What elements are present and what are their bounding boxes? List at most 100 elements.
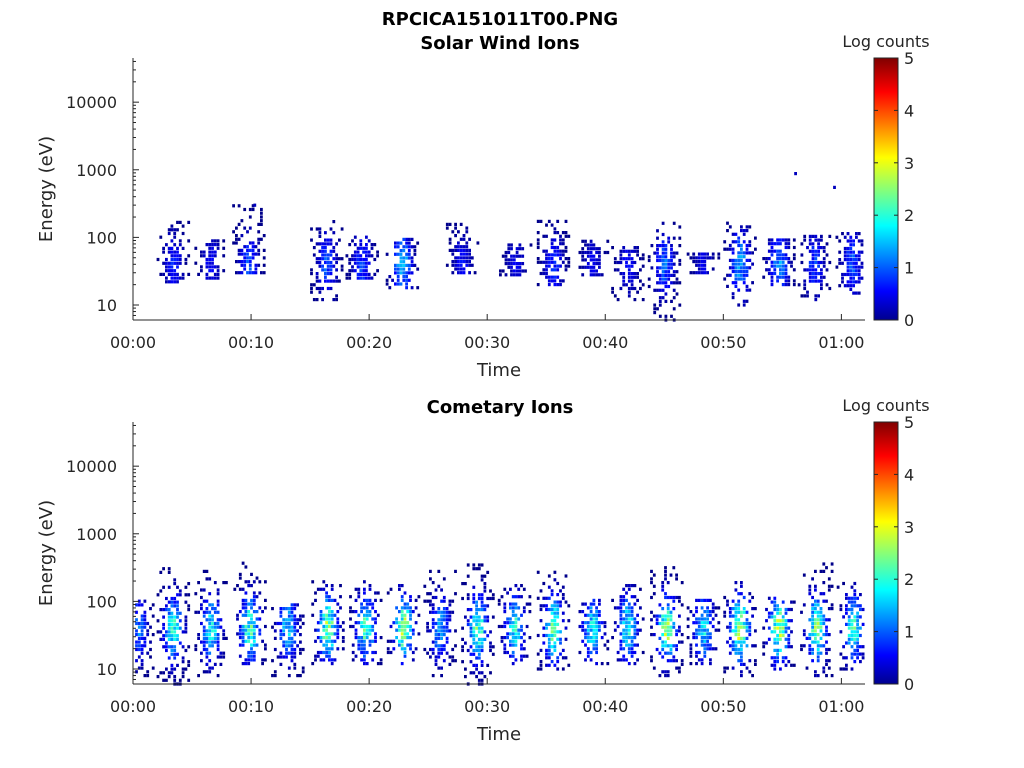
spectrogram-cell <box>319 650 323 655</box>
spectrogram-cell <box>784 275 788 279</box>
spectrogram-cell <box>170 228 174 232</box>
spectrogram-cell <box>586 624 590 629</box>
spectrogram-cell <box>675 595 678 600</box>
spectrogram-cell <box>205 243 209 247</box>
spectrogram-cell <box>222 651 226 655</box>
spectrogram-cell <box>559 234 562 238</box>
spectrogram-cell <box>312 253 316 257</box>
spectrogram-cell <box>445 625 449 629</box>
spectrogram-cell <box>816 674 820 678</box>
spectrogram-cell <box>734 232 738 236</box>
spectrogram-cell <box>726 625 729 629</box>
spectrogram-cell <box>208 659 212 663</box>
spectrogram-cell <box>371 624 375 629</box>
spectrogram-cell <box>431 618 435 622</box>
spectrogram-cell <box>664 255 668 259</box>
spectrogram-cell <box>365 617 369 621</box>
x-tick-label: 00:50 <box>700 333 746 352</box>
spectrogram-cell <box>376 269 379 273</box>
spectrogram-cell <box>664 577 667 581</box>
spectrogram-cell <box>250 628 253 632</box>
spectrogram-cell <box>595 617 598 621</box>
spectrogram-cell <box>622 249 626 253</box>
spectrogram-cell <box>731 640 735 644</box>
spectrogram-cell <box>706 628 709 632</box>
spectrogram-cell <box>667 273 671 277</box>
spectrogram-cell <box>167 671 171 675</box>
spectrogram-cell <box>706 643 709 647</box>
spectrogram-cell <box>477 648 481 653</box>
spectrogram-cell <box>751 607 754 611</box>
spectrogram-cell <box>409 613 412 617</box>
spectrogram-cell <box>561 260 565 264</box>
spectrogram-cell <box>846 246 850 251</box>
spectrogram-cell <box>522 654 526 658</box>
spectrogram-cell <box>255 624 259 629</box>
spectrogram-cell <box>773 660 777 664</box>
spectrogram-cell <box>413 249 417 253</box>
spectrogram-cell <box>559 264 562 268</box>
spectrogram-cell <box>745 621 749 626</box>
spectrogram-cell <box>156 257 160 262</box>
spectrogram-cell <box>656 258 659 263</box>
spectrogram-cell <box>833 185 836 189</box>
spectrogram-cell <box>619 602 623 606</box>
spectrogram-cell <box>410 237 414 241</box>
spectrogram-cell <box>520 624 523 629</box>
spectrogram-cell <box>589 239 593 243</box>
spectrogram-cell <box>248 215 252 219</box>
spectrogram-cell <box>442 610 446 614</box>
spectrogram-cell <box>173 228 177 232</box>
spectrogram-cell <box>639 268 642 272</box>
spectrogram-cell <box>314 628 317 632</box>
spectrogram-cell <box>235 234 238 238</box>
spectrogram-cell <box>849 272 853 277</box>
spectrogram-cell <box>556 231 560 235</box>
spectrogram-cell <box>503 624 507 629</box>
spectrogram-cell <box>850 619 854 623</box>
spectrogram-cell <box>509 621 512 625</box>
spectrogram-cell <box>545 663 548 667</box>
spectrogram-cell <box>852 276 855 280</box>
spectrogram-cell <box>545 223 548 227</box>
spectrogram-cell <box>578 610 582 614</box>
spectrogram-cell <box>567 257 571 261</box>
spectrogram-cell <box>173 243 177 247</box>
spectrogram-cell <box>465 230 469 234</box>
spectrogram-cell <box>770 656 774 660</box>
spectrogram-cell <box>808 636 812 640</box>
spectrogram-cell <box>630 613 634 617</box>
spectrogram-cell <box>173 656 177 660</box>
spectrogram-cell <box>318 234 322 238</box>
spectrogram-cell <box>399 282 403 286</box>
spectrogram-cell <box>622 598 626 602</box>
spectrogram-cell <box>445 640 449 644</box>
spectrogram-cell <box>627 249 631 253</box>
spectrogram-cell <box>606 639 610 643</box>
spectrogram-cell <box>784 271 788 276</box>
spectrogram-cell <box>293 666 297 670</box>
spectrogram-cell <box>170 663 174 667</box>
spectrogram-cell <box>661 262 665 266</box>
spectrogram-cell <box>173 637 177 641</box>
spectrogram-cell <box>338 257 341 261</box>
spectrogram-cell <box>773 622 777 626</box>
spectrogram-cell <box>514 602 518 606</box>
spectrogram-cell <box>556 268 560 272</box>
spectrogram-cell <box>315 242 319 246</box>
spectrogram-cell <box>255 595 259 599</box>
spectrogram-cell <box>661 270 665 274</box>
spectrogram-cell <box>475 608 478 612</box>
spectrogram-cell <box>589 258 593 262</box>
spectrogram-cell <box>187 663 191 667</box>
spectrogram-cell <box>176 637 179 641</box>
spectrogram-cell <box>202 250 206 254</box>
spectrogram-cell <box>850 667 854 671</box>
spectrogram-cell <box>426 621 429 626</box>
spectrogram-cell <box>633 621 637 625</box>
spectrogram-cell <box>619 639 623 643</box>
spectrogram-cell <box>680 633 684 637</box>
spectrogram-cell <box>672 655 676 659</box>
spectrogram-cell <box>843 235 847 239</box>
spectrogram-cell <box>633 602 637 606</box>
